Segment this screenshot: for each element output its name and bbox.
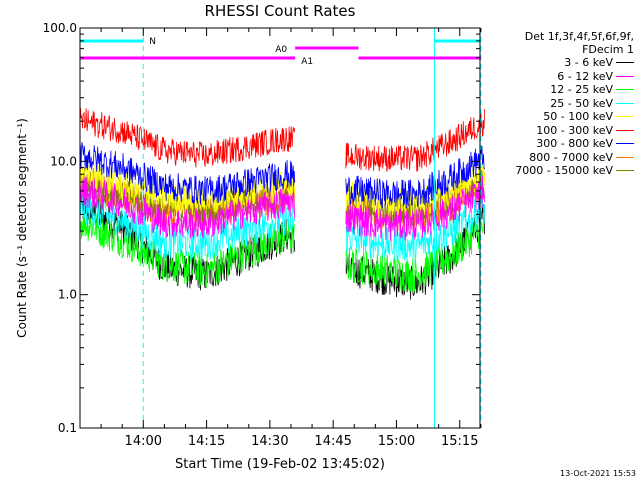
x-tick-label: 15:00	[378, 434, 415, 449]
axis-layer: 0.1 1.0 10.0 100.0 14:00 14:15 14:30 14:45 15:00…	[43, 21, 482, 449]
legend-swatch	[616, 89, 634, 91]
legend-swatch	[616, 75, 634, 77]
y-tick-label: 100.0	[43, 21, 77, 35]
legend-label: 25 - 50 keV	[550, 96, 613, 110]
legend-item-3: 12 - 25 keV	[486, 83, 634, 97]
generation-timestamp: 13-Oct-2021 15:53	[560, 469, 636, 478]
series-line-6	[79, 107, 485, 172]
legend-label: 12 - 25 keV	[550, 83, 613, 97]
legend-label: 300 - 800 keV	[536, 137, 613, 151]
legend-item-9: 7000 - 15000 keV	[486, 164, 634, 178]
legend-rows: 3 - 6 keV 6 - 12 keV 12 - 25 keV 25 - 50 ke…	[486, 56, 634, 178]
legend-header-line-2: FDecim 1	[582, 43, 634, 56]
x-tick-label: 14:45	[314, 434, 351, 449]
legend-item-6: 100 - 300 keV	[486, 124, 634, 138]
legend-swatch	[616, 62, 634, 64]
legend-item-4: 25 - 50 keV	[486, 97, 634, 111]
legend: Det 1f,3f,4f,5f,6f,9f, FDecim 1 3 - 6 ke…	[486, 30, 634, 178]
legend-swatch	[616, 156, 634, 158]
chart-title: RHESSI Count Rates	[205, 2, 356, 20]
legend-label: 800 - 7000 keV	[529, 150, 613, 164]
legend-swatch	[616, 170, 634, 172]
legend-item-1: 3 - 6 keV	[486, 56, 634, 70]
legend-item-7: 300 - 800 keV	[486, 137, 634, 151]
x-tick-label: 14:00	[125, 434, 162, 449]
x-tick-label: 14:15	[188, 434, 225, 449]
y-tick-label: 0.1	[58, 421, 77, 435]
legend-label: 3 - 6 keV	[564, 56, 613, 70]
legend-label: 100 - 300 keV	[536, 123, 613, 137]
flag-n-label: N	[149, 37, 156, 47]
legend-swatch	[616, 129, 634, 131]
plot-frame	[79, 27, 481, 429]
series-line-7	[79, 142, 485, 209]
series-layer	[79, 107, 485, 300]
legend-item-2: 6 - 12 keV	[486, 70, 634, 84]
series-line-2	[79, 175, 485, 241]
legend-label: 6 - 12 keV	[557, 69, 613, 83]
y-tick-label: 1.0	[58, 288, 77, 302]
legend-header-line-1: Det 1f,3f,4f,5f,6f,9f,	[524, 30, 634, 43]
flag-a1-label: A1	[301, 57, 313, 67]
x-tick-label: 15:15	[441, 434, 478, 449]
legend-swatch	[616, 116, 634, 118]
x-axis-label: Start Time (19-Feb-02 13:45:02)	[175, 457, 385, 472]
legend-label: 50 - 100 keV	[543, 110, 613, 124]
legend-item-8: 800 - 7000 keV	[486, 151, 634, 165]
legend-item-5: 50 - 100 keV	[486, 110, 634, 124]
y-axis-label: Count Rate (s⁻¹ detector segment⁻¹)	[15, 118, 29, 338]
y-tick-label: 10.0	[50, 154, 77, 168]
legend-swatch	[616, 143, 634, 145]
legend-swatch	[616, 102, 634, 104]
legend-label: 7000 - 15000 keV	[515, 164, 613, 178]
x-tick-label: 14:30	[251, 434, 288, 449]
flag-a0-label: A0	[275, 45, 287, 55]
